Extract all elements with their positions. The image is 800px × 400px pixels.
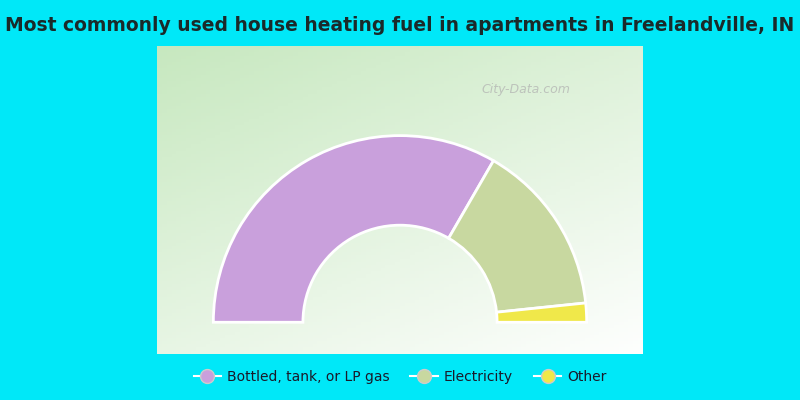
Wedge shape [497, 303, 586, 322]
Text: Most commonly used house heating fuel in apartments in Freelandville, IN: Most commonly used house heating fuel in… [6, 16, 794, 35]
Wedge shape [449, 161, 586, 312]
Wedge shape [214, 136, 494, 322]
Legend: Bottled, tank, or LP gas, Electricity, Other: Bottled, tank, or LP gas, Electricity, O… [188, 364, 612, 390]
Text: City-Data.com: City-Data.com [481, 83, 570, 96]
